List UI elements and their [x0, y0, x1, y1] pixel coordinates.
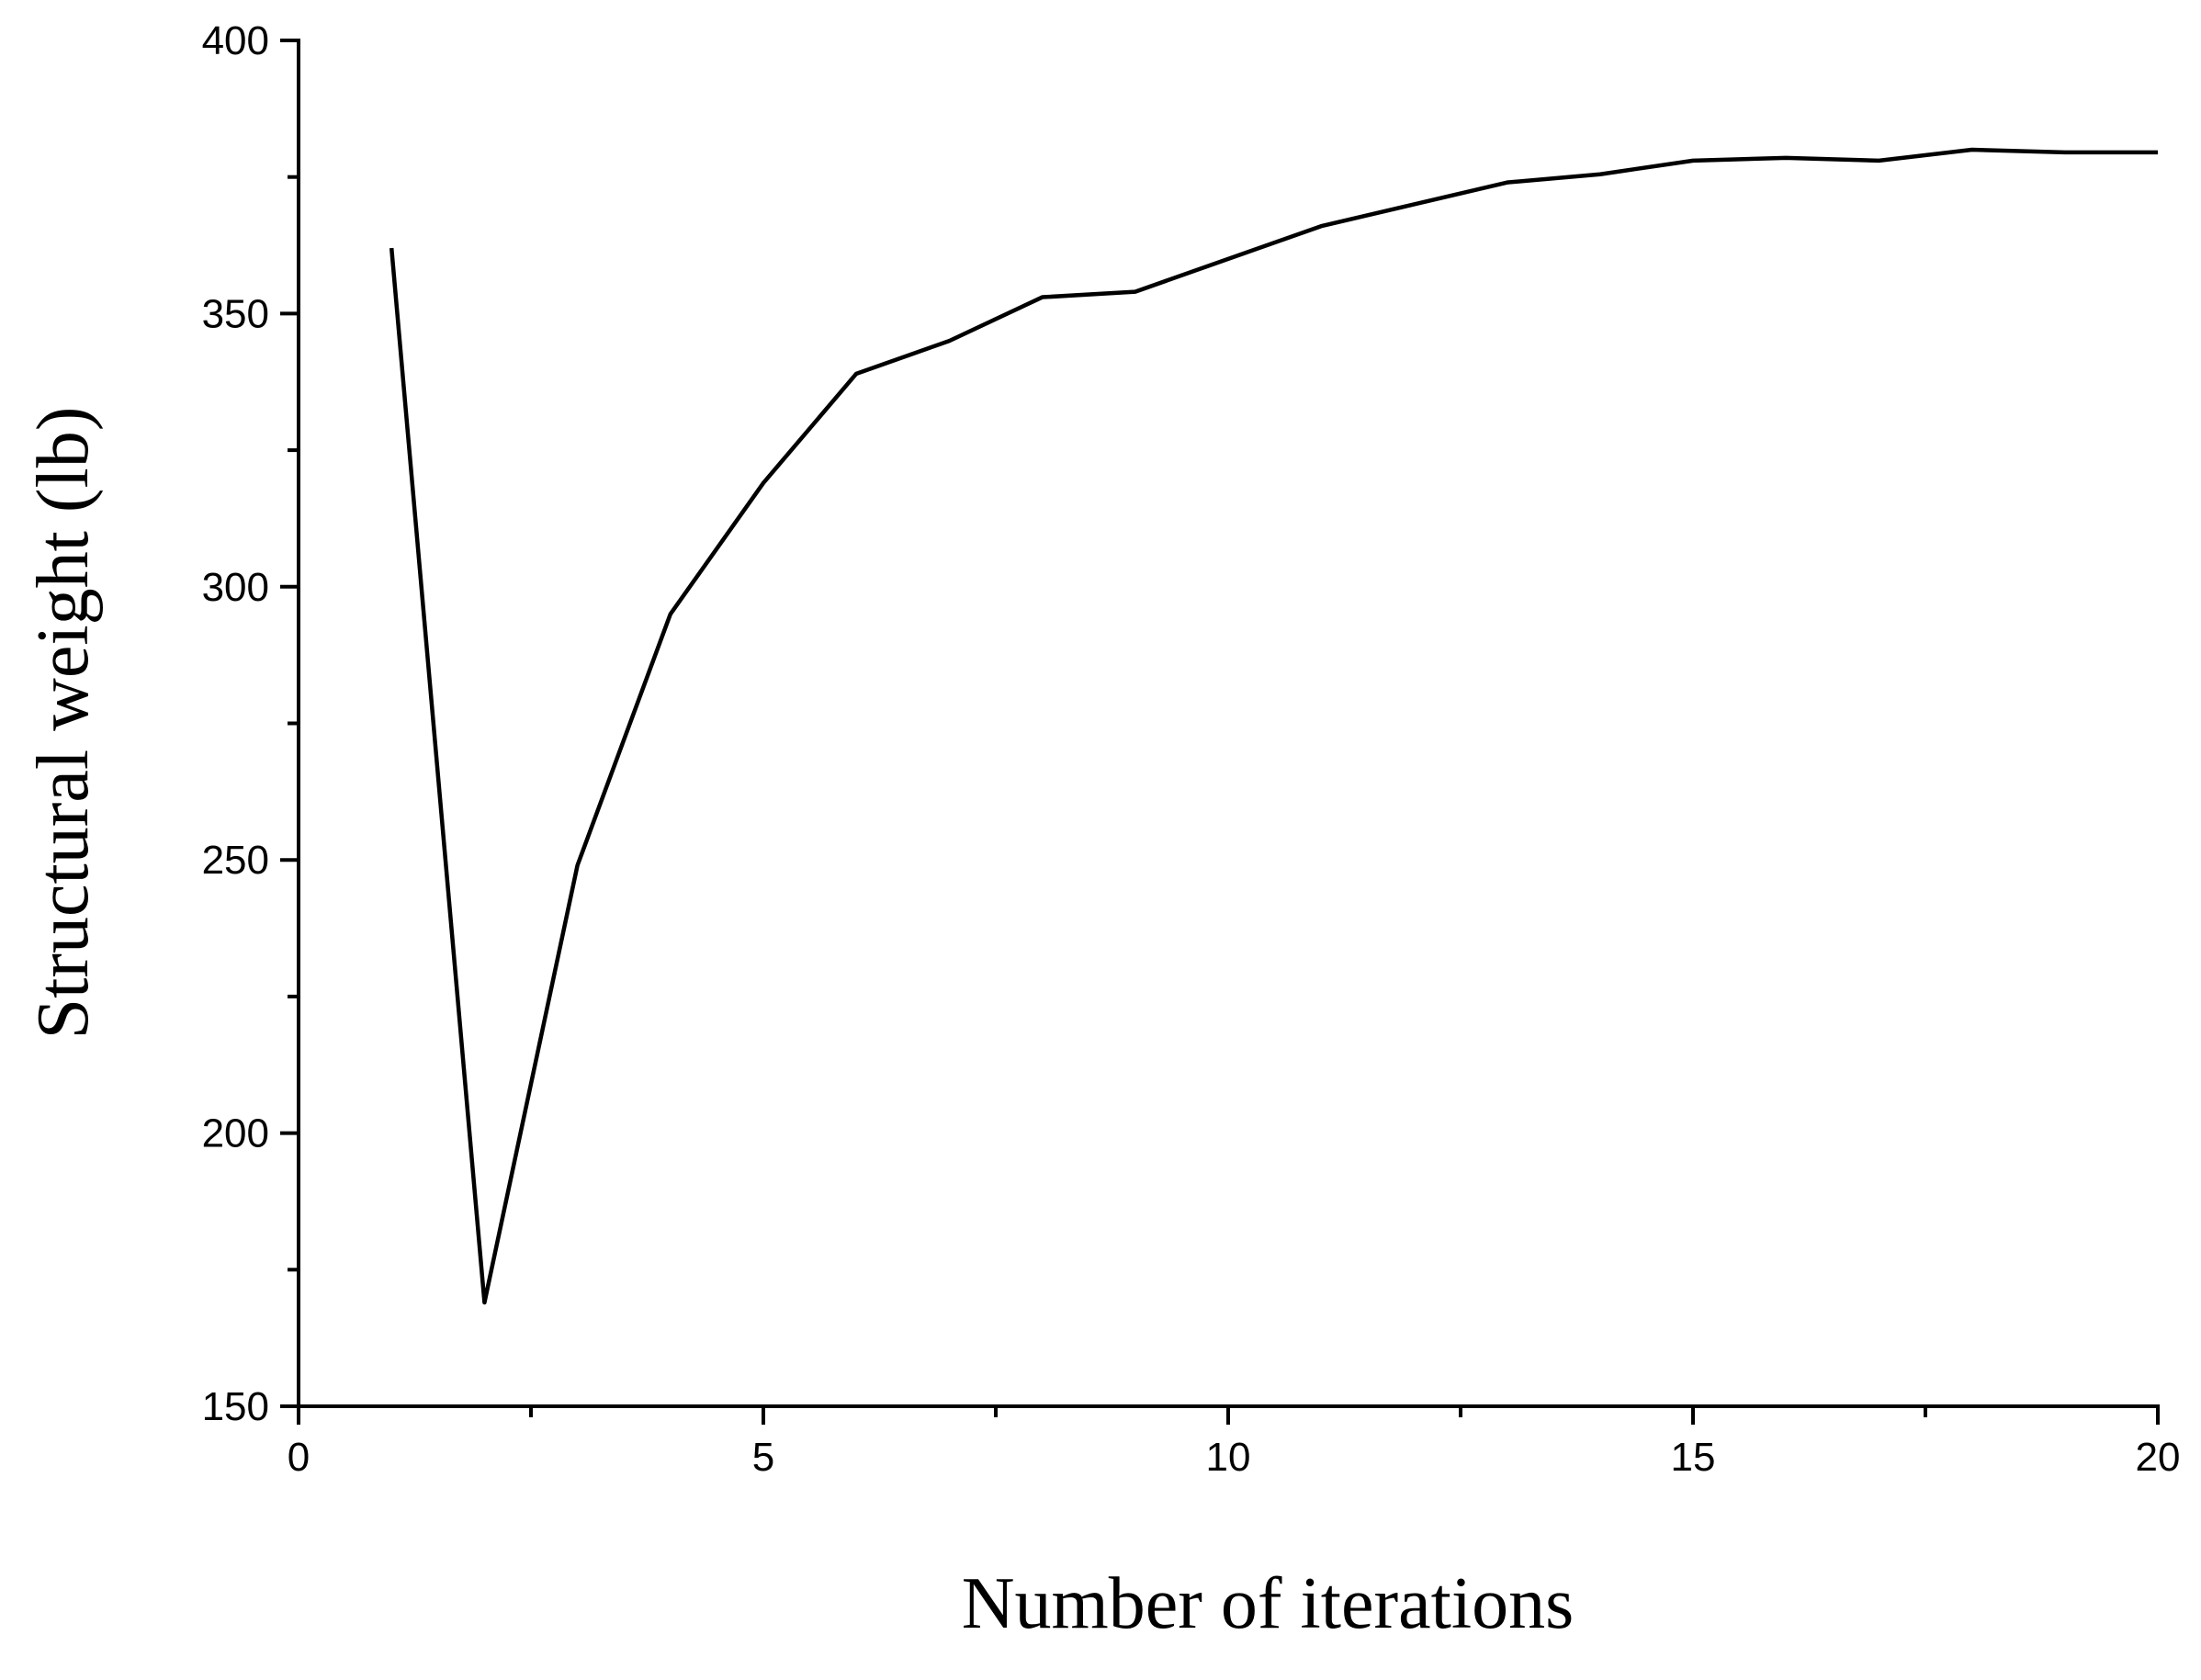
x-axis-title: Number of iterations	[962, 1563, 1574, 1644]
x-tick-label: 0	[288, 1435, 310, 1480]
y-tick-label: 150	[202, 1384, 269, 1429]
y-tick-label: 300	[202, 565, 269, 610]
x-tick-label: 10	[1206, 1435, 1251, 1480]
y-tick-label: 200	[202, 1111, 269, 1156]
data-line	[389, 147, 2158, 1305]
x-tick-label: 20	[2136, 1435, 2181, 1480]
y-tick-label: 350	[202, 291, 269, 336]
y-axis-title: Structural weight (lb)	[23, 407, 104, 1040]
y-tick-label: 250	[202, 838, 269, 883]
x-tick-label: 15	[1671, 1435, 1716, 1480]
y-tick-label: 400	[202, 18, 269, 63]
x-tick-label: 5	[752, 1435, 774, 1480]
